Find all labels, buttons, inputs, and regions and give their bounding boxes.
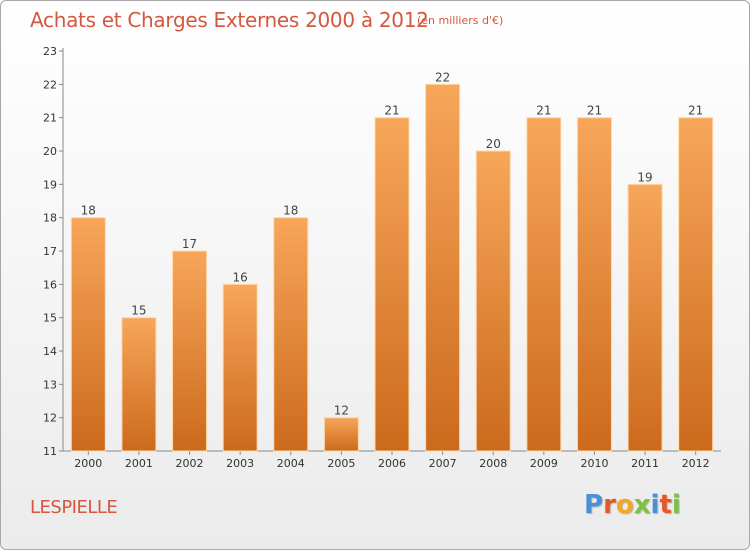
y-tick-label: 19 xyxy=(43,178,57,191)
x-tick-label: 2012 xyxy=(682,457,710,470)
bar xyxy=(425,83,461,452)
bar-value-label: 22 xyxy=(435,70,450,84)
chart-axes: 11 12 13 14 15 16 17 18 19 20 21 22 23 xyxy=(43,45,721,458)
bar-value-label: 21 xyxy=(688,104,703,118)
bar-value-label: 19 xyxy=(637,170,652,184)
bar xyxy=(70,217,106,452)
logo-letter: r xyxy=(603,490,616,520)
commune-name: LESPIELLE xyxy=(30,497,118,518)
x-tick-label: 2009 xyxy=(530,457,558,470)
bar-value-label: 21 xyxy=(536,104,551,118)
logo-letter: P xyxy=(584,490,604,520)
bar xyxy=(323,417,359,452)
x-tick-label: 2005 xyxy=(327,457,355,470)
bar xyxy=(526,117,562,452)
logo-letter: i xyxy=(671,490,681,520)
y-tick-label: 18 xyxy=(43,212,57,225)
chart-labels: 2000 18 2001 15 2002 17 2003 16 2004 18 2005 12 2006… xyxy=(74,70,709,470)
x-tick-label: 2007 xyxy=(429,457,457,470)
bar xyxy=(374,117,410,452)
bar xyxy=(678,117,714,452)
proxiti-logo: Proxiti xyxy=(584,490,681,520)
bar xyxy=(121,317,157,452)
x-tick-label: 2008 xyxy=(479,457,507,470)
chart-subtitle: (en milliers d'€) xyxy=(417,14,504,27)
bar xyxy=(576,117,612,452)
y-tick-label: 23 xyxy=(43,45,57,58)
bar-value-label: 20 xyxy=(486,137,501,151)
bar-value-label: 18 xyxy=(81,204,96,218)
logo-letter: x xyxy=(633,490,651,520)
x-tick-label: 2004 xyxy=(277,457,305,470)
bar xyxy=(172,250,208,452)
x-tick-label: 2010 xyxy=(580,457,608,470)
logo-letter: i xyxy=(650,490,660,520)
bar xyxy=(475,150,511,452)
y-tick-label: 14 xyxy=(43,345,57,358)
bar-value-label: 16 xyxy=(233,270,248,284)
bar xyxy=(222,283,258,452)
bar-value-label: 12 xyxy=(334,404,349,418)
x-tick-label: 2001 xyxy=(125,457,153,470)
y-tick-label: 20 xyxy=(43,145,57,158)
bar-value-label: 17 xyxy=(182,237,197,251)
x-tick-label: 2002 xyxy=(176,457,204,470)
bar-value-label: 18 xyxy=(283,204,298,218)
x-tick-label: 2003 xyxy=(226,457,254,470)
x-tick-label: 2006 xyxy=(378,457,406,470)
x-tick-label: 2000 xyxy=(74,457,102,470)
logo-letter: t xyxy=(659,490,672,520)
y-tick-label: 11 xyxy=(43,445,57,458)
x-tick-label: 2011 xyxy=(631,457,659,470)
y-tick-label: 21 xyxy=(43,112,57,125)
chart-title: Achats et Charges Externes 2000 à 2012 xyxy=(30,8,429,32)
y-tick-label: 16 xyxy=(43,278,57,291)
bar xyxy=(273,217,309,452)
bar-value-label: 15 xyxy=(131,304,146,318)
logo-letter: o xyxy=(615,490,634,520)
y-tick-label: 15 xyxy=(43,312,57,325)
bar-value-label: 21 xyxy=(587,104,602,118)
bar-value-label: 21 xyxy=(384,104,399,118)
y-tick-label: 22 xyxy=(43,78,57,91)
bar xyxy=(627,183,663,452)
chart-bars xyxy=(70,83,714,452)
y-tick-label: 12 xyxy=(43,412,57,425)
y-tick-label: 17 xyxy=(43,245,57,258)
y-tick-label: 13 xyxy=(43,378,57,391)
